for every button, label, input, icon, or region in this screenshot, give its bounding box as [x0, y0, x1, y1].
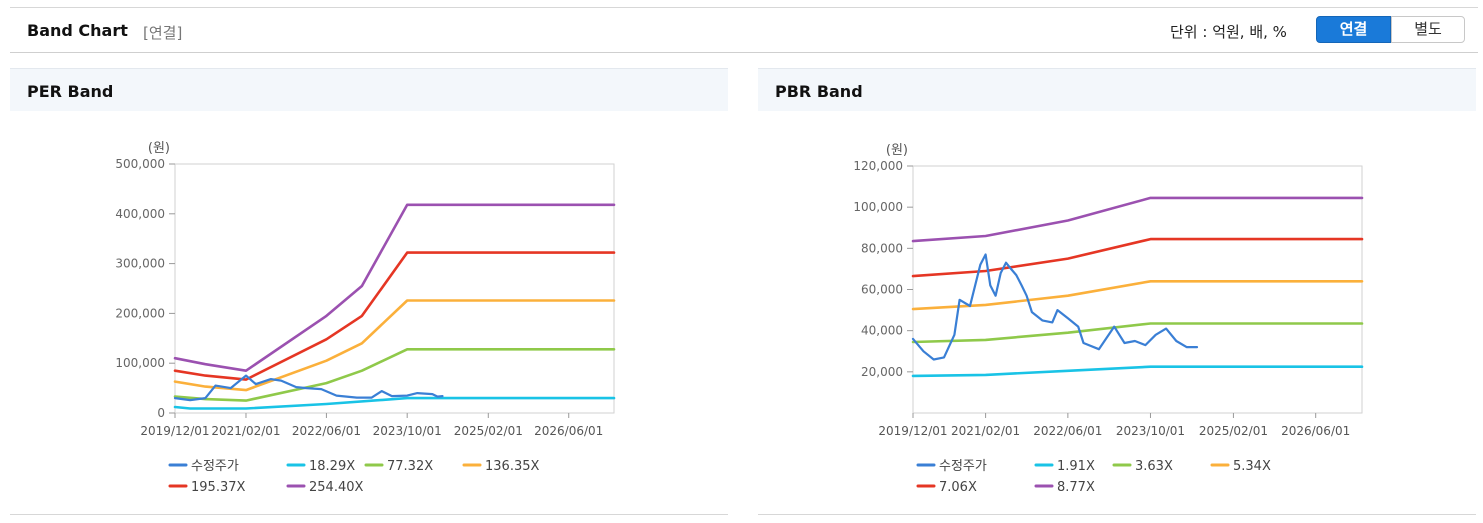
x-tick-label: 2019/12/01 — [140, 424, 209, 438]
x-tick-label: 2026/06/01 — [534, 424, 603, 438]
legend-label: 7.06X — [939, 480, 977, 495]
series-line-0 — [911, 253, 1199, 361]
series-line-5 — [173, 203, 616, 373]
legend-label: 254.40X — [309, 480, 363, 495]
y-tick-label: 60,000 — [861, 283, 903, 297]
y-tick-label: 300,000 — [115, 257, 165, 271]
x-tick-label: 2025/02/01 — [1199, 424, 1268, 438]
series-line-1 — [911, 365, 1364, 378]
pbr-band-header: PBR Band — [758, 68, 1476, 111]
series-line-3 — [911, 280, 1364, 311]
y-tick-label: 400,000 — [115, 207, 165, 221]
y-tick-label: 40,000 — [861, 324, 903, 338]
legend-label: 3.63X — [1135, 459, 1173, 474]
y-tick-label: 500,000 — [115, 157, 165, 171]
series-line-2 — [911, 322, 1364, 344]
legend-label: 수정주가 — [939, 459, 987, 474]
y-tick-label: 0 — [157, 406, 165, 420]
legend-label: 8.77X — [1057, 480, 1095, 495]
legend-label: 136.35X — [485, 459, 539, 474]
x-tick-label: 2023/10/01 — [1116, 424, 1185, 438]
legend-label: 5.34X — [1233, 459, 1271, 474]
page-title: Band Chart — [27, 21, 128, 40]
legend-label: 77.32X — [387, 459, 433, 474]
x-tick-label: 2023/10/01 — [373, 424, 442, 438]
x-tick-label: 2021/02/01 — [951, 424, 1020, 438]
top-divider — [10, 7, 1478, 8]
plot-area — [174, 163, 615, 414]
series-line-3 — [173, 299, 616, 392]
pbr-band-title: PBR Band — [775, 82, 863, 101]
y-unit-label: (원) — [148, 141, 170, 156]
legend-label: 18.29X — [309, 459, 355, 474]
x-tick-label: 2026/06/01 — [1281, 424, 1350, 438]
y-tick-label: 80,000 — [861, 241, 903, 255]
x-tick-label: 2022/06/01 — [1033, 424, 1102, 438]
separate-toggle-button[interactable]: 별도 — [1391, 16, 1465, 43]
y-tick-label: 120,000 — [853, 159, 903, 173]
y-tick-label: 200,000 — [115, 306, 165, 320]
series-line-1 — [173, 396, 616, 410]
y-unit-label: (원) — [886, 143, 908, 158]
legend-label: 195.37X — [191, 480, 245, 495]
basis-label: [연결] — [143, 24, 183, 42]
unit-label: 단위 : 억원, 배, % — [1170, 23, 1287, 41]
x-tick-label: 2021/02/01 — [211, 424, 280, 438]
pbr-band-chart: 120,000 100,000 80,000 60,000 40,000 20,000 20… — [853, 143, 1364, 495]
y-tick-label: 20,000 — [861, 365, 903, 379]
consolidated-toggle-button[interactable]: 연결 — [1316, 16, 1391, 43]
x-tick-label: 2025/02/01 — [454, 424, 523, 438]
per-band-title: PER Band — [27, 82, 114, 101]
pbr-band-panel: PBR Band 120,000 100,000 80,000 60,000 40,00… — [758, 68, 1476, 515]
y-tick-label: 100,000 — [115, 356, 165, 370]
x-tick-label: 2022/06/01 — [292, 424, 361, 438]
series-line-0 — [173, 374, 444, 402]
per-band-panel: PER Band 500,000 400,000 300,000 200,000 100… — [10, 68, 728, 515]
x-tick-label: 2019/12/01 — [878, 424, 947, 438]
per-band-chart: 500,000 400,000 300,000 200,000 100,000 0 2019… — [115, 141, 616, 495]
legend-label: 수정주가 — [191, 459, 239, 474]
per-band-header: PER Band — [10, 68, 728, 111]
legend-label: 1.91X — [1057, 459, 1095, 474]
band-chart-header: Band Chart [연결] 단위 : 억원, 배, % 연결 별도 — [10, 8, 1478, 53]
series-line-4 — [911, 237, 1364, 278]
series-line-4 — [173, 251, 616, 381]
y-tick-label: 100,000 — [853, 200, 903, 214]
plot-area — [912, 165, 1363, 414]
series-line-5 — [911, 196, 1364, 243]
